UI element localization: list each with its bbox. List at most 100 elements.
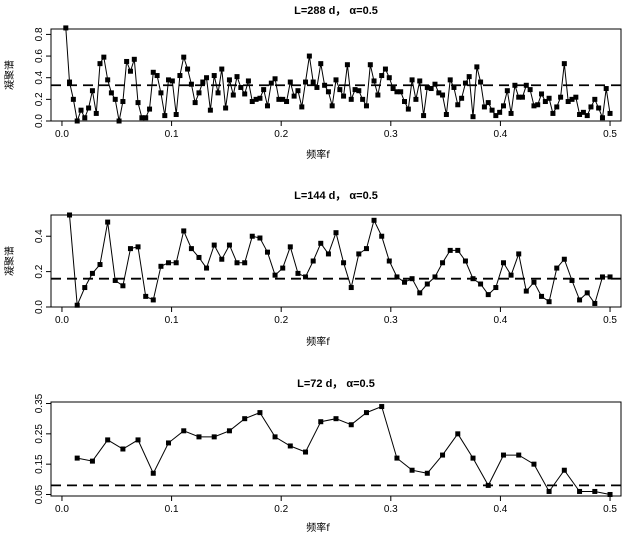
data-point bbox=[139, 115, 145, 121]
data-point bbox=[257, 410, 263, 416]
data-point bbox=[363, 103, 369, 109]
data-point bbox=[432, 274, 438, 280]
data-point bbox=[97, 61, 103, 67]
data-point bbox=[428, 86, 434, 92]
data-point bbox=[344, 62, 350, 68]
data-point bbox=[485, 100, 491, 106]
data-point bbox=[234, 74, 240, 80]
data-point bbox=[226, 242, 232, 248]
data-point bbox=[481, 104, 487, 110]
data-point bbox=[569, 96, 575, 102]
data-point bbox=[341, 93, 347, 99]
data-point bbox=[447, 247, 453, 253]
data-point bbox=[424, 470, 430, 476]
data-point bbox=[348, 285, 354, 291]
data-point bbox=[112, 96, 118, 102]
data-point bbox=[356, 251, 362, 257]
x-tick-label: 0.3 bbox=[384, 315, 398, 326]
data-point bbox=[523, 82, 529, 88]
data-point bbox=[74, 302, 80, 308]
data-point bbox=[86, 105, 92, 111]
data-point bbox=[371, 78, 377, 84]
data-point bbox=[325, 89, 331, 95]
data-point bbox=[196, 434, 202, 440]
data-point bbox=[584, 290, 590, 296]
data-point bbox=[166, 77, 172, 83]
data-point bbox=[455, 102, 461, 108]
data-point bbox=[588, 104, 594, 110]
data-point bbox=[135, 437, 141, 443]
x-tick-label: 0.4 bbox=[493, 129, 507, 140]
data-point bbox=[577, 112, 583, 118]
data-point bbox=[379, 404, 385, 410]
data-point bbox=[74, 455, 80, 461]
data-point bbox=[93, 110, 99, 116]
data-point bbox=[287, 79, 293, 85]
data-point bbox=[497, 109, 503, 115]
data-point bbox=[554, 265, 560, 271]
data-point bbox=[318, 61, 324, 67]
data-point bbox=[143, 115, 149, 121]
x-tick-label: 0.0 bbox=[55, 504, 69, 515]
data-point bbox=[181, 228, 187, 234]
data-point bbox=[158, 90, 164, 96]
series-line bbox=[77, 405, 611, 495]
data-point bbox=[299, 104, 305, 110]
data-point bbox=[257, 95, 263, 101]
data-point bbox=[120, 99, 126, 105]
data-point bbox=[318, 419, 324, 425]
data-point bbox=[348, 422, 354, 428]
data-point bbox=[375, 92, 381, 98]
data-point bbox=[101, 54, 107, 60]
data-point bbox=[493, 113, 499, 119]
data-point bbox=[238, 84, 244, 90]
y-tick-label: 0.2 bbox=[34, 264, 45, 278]
data-point bbox=[573, 94, 579, 100]
data-point bbox=[242, 91, 248, 97]
data-point bbox=[89, 458, 95, 464]
data-point bbox=[147, 106, 153, 112]
data-point bbox=[603, 86, 609, 92]
data-point bbox=[474, 64, 480, 70]
data-point bbox=[268, 80, 274, 86]
data-point bbox=[181, 54, 187, 60]
data-point bbox=[127, 246, 133, 252]
data-point bbox=[287, 443, 293, 449]
data-point bbox=[451, 84, 457, 90]
data-point bbox=[185, 66, 191, 72]
data-point bbox=[82, 285, 88, 291]
data-point bbox=[607, 110, 613, 116]
data-point bbox=[485, 292, 491, 298]
data-point bbox=[531, 103, 537, 109]
data-point bbox=[371, 217, 377, 223]
data-point bbox=[417, 78, 423, 84]
y-tick-label: 0.05 bbox=[34, 484, 45, 504]
data-point bbox=[303, 449, 309, 455]
data-point bbox=[291, 93, 297, 99]
data-point bbox=[219, 256, 225, 262]
data-point bbox=[516, 452, 522, 458]
plot-frame bbox=[50, 401, 622, 497]
data-point bbox=[440, 92, 446, 98]
data-point bbox=[287, 244, 293, 250]
data-point bbox=[306, 53, 312, 59]
data-point bbox=[348, 96, 354, 102]
data-point bbox=[539, 91, 545, 97]
data-point bbox=[382, 66, 388, 72]
x-tick-label: 0.0 bbox=[55, 315, 69, 326]
y-tick-label: 0.35 bbox=[34, 393, 45, 413]
data-point bbox=[436, 90, 442, 96]
chart-panel-1: L=288 d， α=0.5 0.0 0.1 0.2 0.3 0.4 0.5 0.0 0.2 0.… bbox=[3, 5, 622, 161]
data-point bbox=[310, 258, 316, 264]
data-point bbox=[135, 100, 141, 106]
data-point bbox=[82, 115, 88, 121]
x-tick-label: 0.5 bbox=[603, 129, 617, 140]
data-point bbox=[322, 82, 328, 88]
data-point bbox=[546, 95, 552, 101]
plot-frame bbox=[50, 214, 622, 308]
x-tick-label: 0.2 bbox=[274, 129, 288, 140]
x-tick-label: 0.3 bbox=[384, 504, 398, 515]
x-tick-label: 0.2 bbox=[274, 504, 288, 515]
data-point bbox=[607, 274, 613, 280]
x-tick-label: 0.4 bbox=[493, 504, 507, 515]
